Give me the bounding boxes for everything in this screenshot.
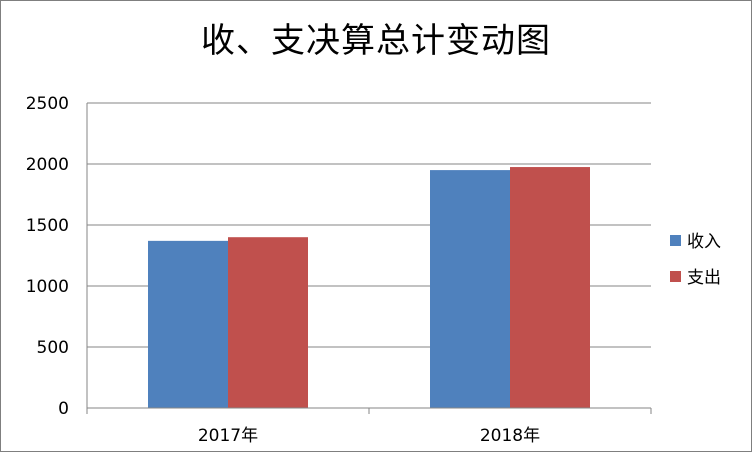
y-tick-label: 500 <box>37 338 69 358</box>
chart-title: 收、支决算总计变动图 <box>201 21 551 61</box>
bar-income <box>430 170 510 408</box>
y-tick-label: 1500 <box>26 216 69 236</box>
bar-income <box>148 240 228 408</box>
legend-swatch <box>670 271 681 282</box>
bar-expense <box>510 167 590 408</box>
bar-expense <box>228 237 308 408</box>
legend-label: 支出 <box>687 268 721 288</box>
y-tick-label: 1000 <box>26 277 69 297</box>
y-tick-label: 2000 <box>26 155 69 175</box>
x-category-label: 2018年 <box>480 426 540 446</box>
y-tick-label: 2500 <box>26 94 69 114</box>
legend-label: 收入 <box>687 232 721 252</box>
y-tick-label: 0 <box>58 399 69 419</box>
legend-swatch <box>670 235 681 246</box>
x-category-label: 2017年 <box>198 426 258 446</box>
